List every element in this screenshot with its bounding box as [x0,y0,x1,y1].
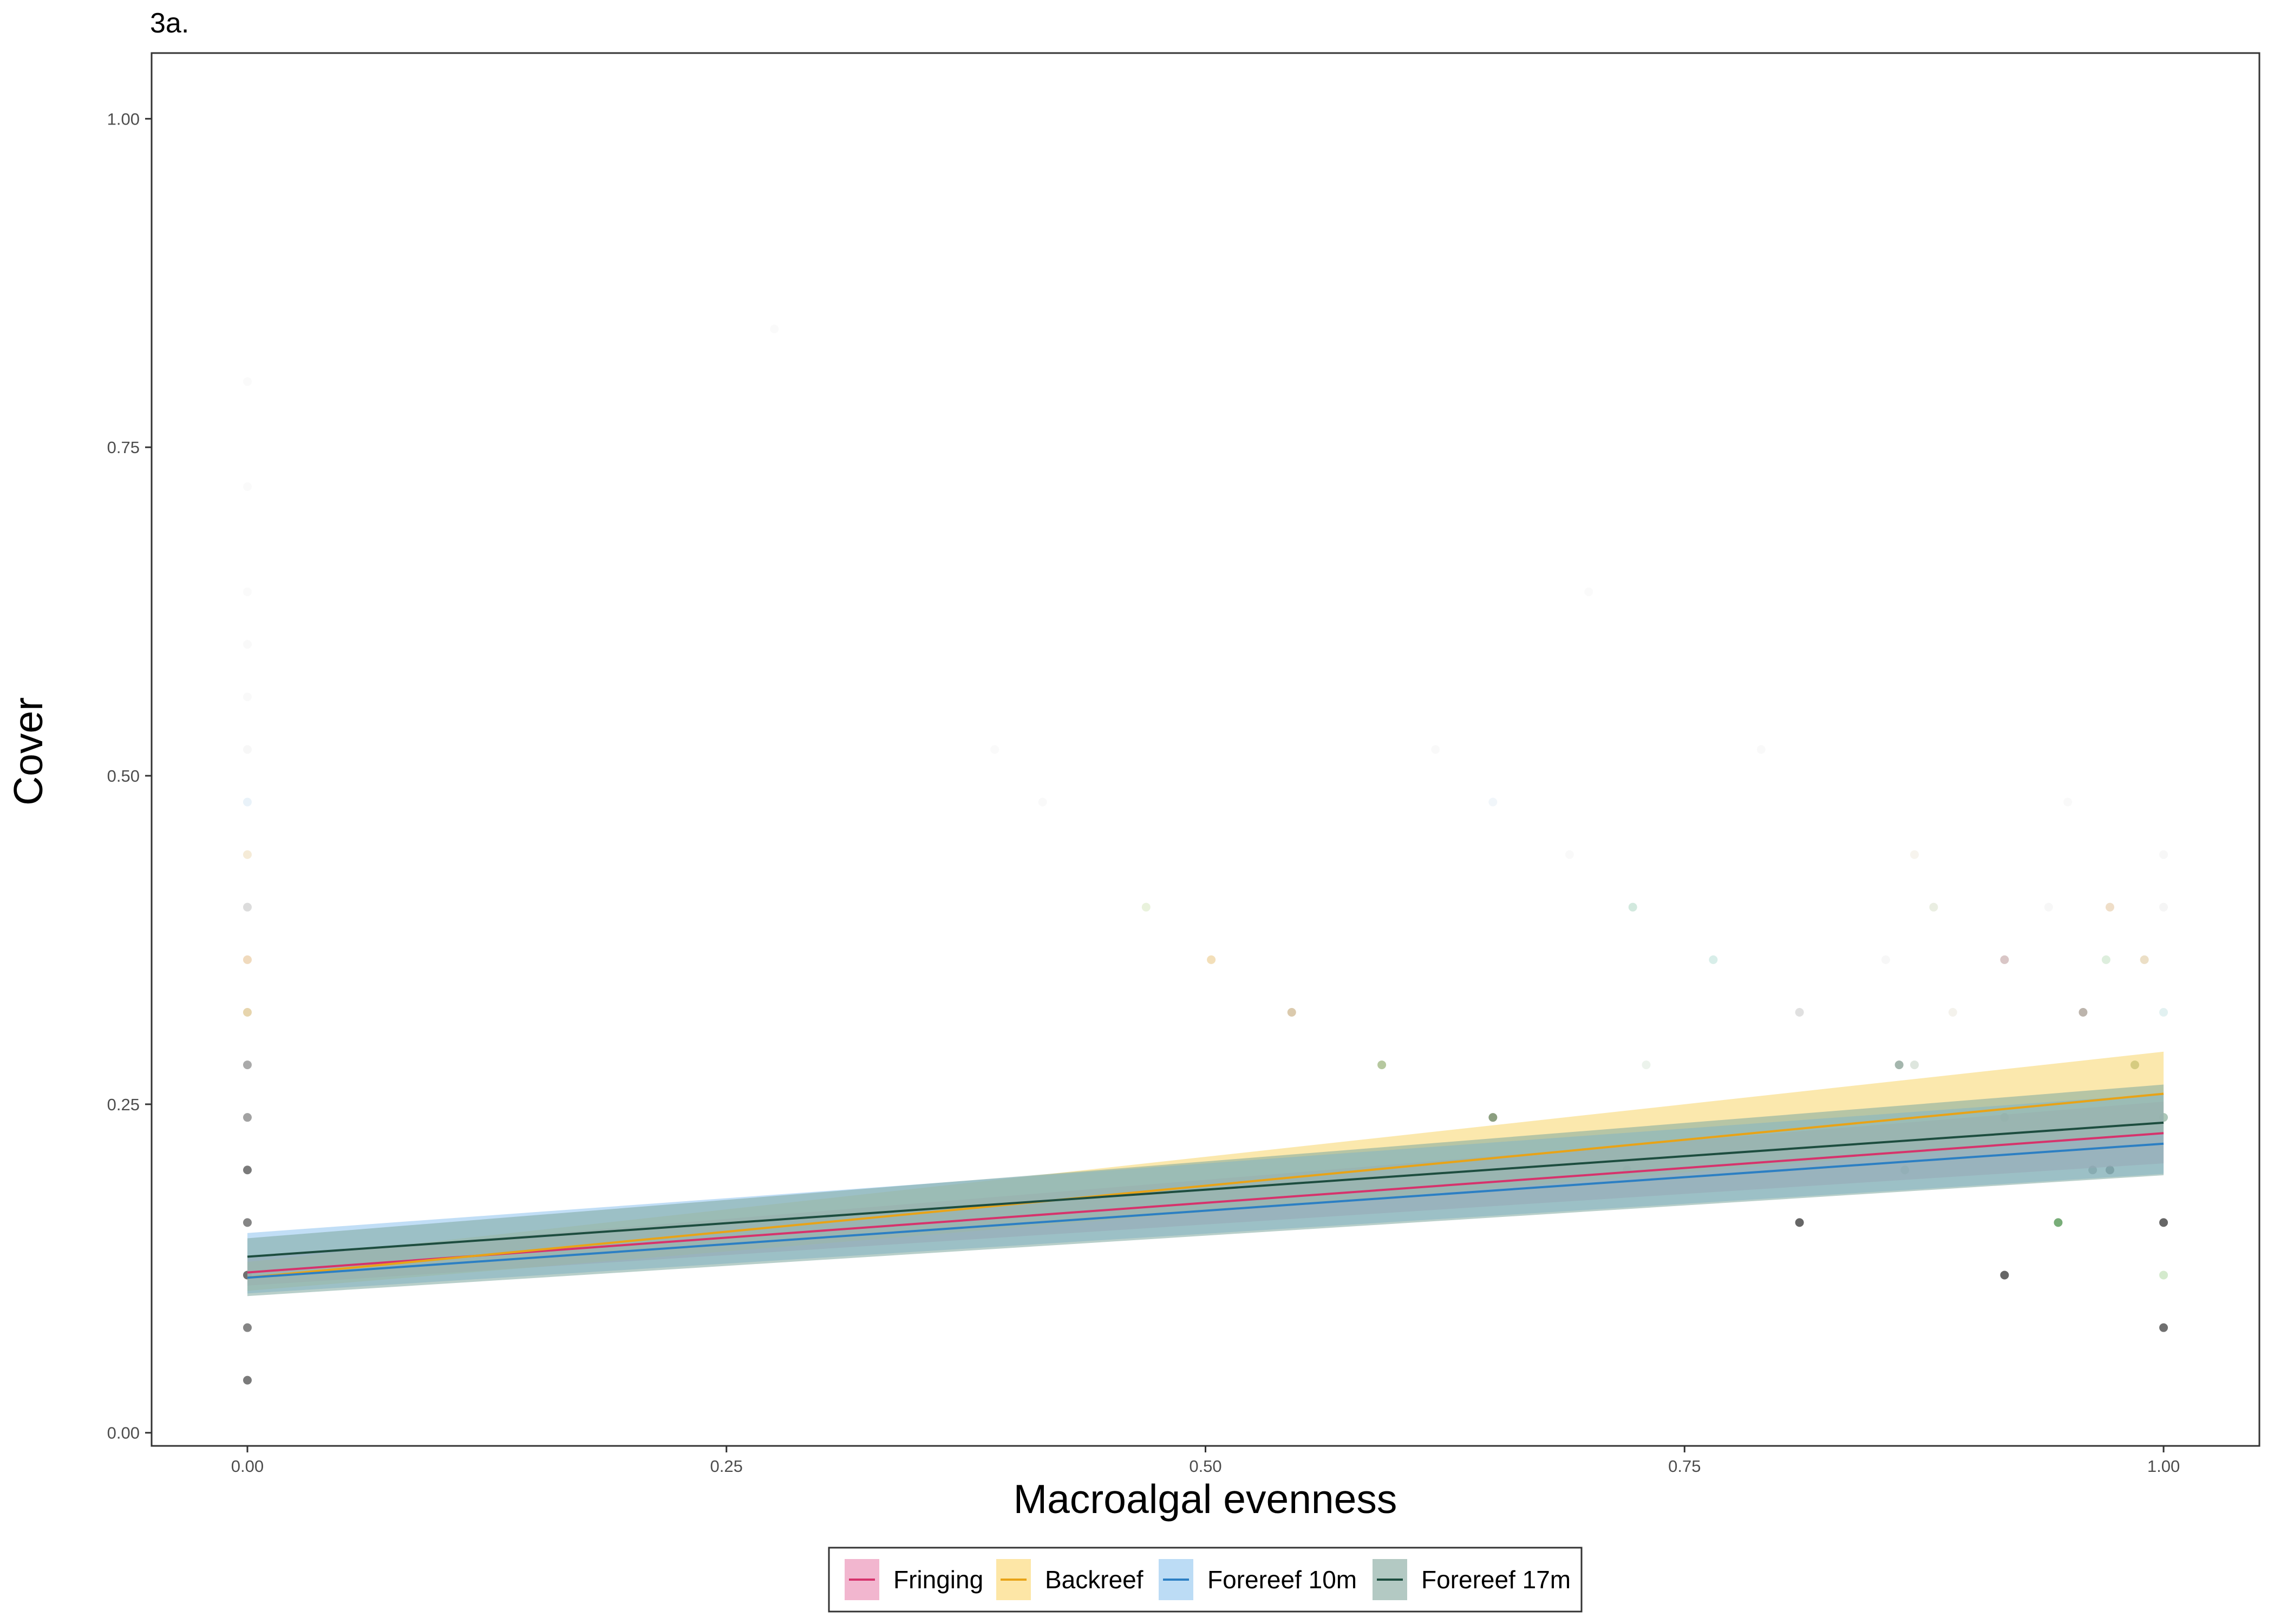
data-point [1038,797,1047,807]
data-point [990,745,999,754]
data-point [243,377,252,386]
data-point [1795,1007,1804,1017]
data-point [1881,955,1890,964]
legend-item-forereef-17m: Forereef 17m [1373,1559,1571,1600]
data-point [1929,902,1938,912]
data-point [243,1165,252,1175]
y-tick-label: 0.00 [107,1424,140,1443]
data-point [243,1060,252,1070]
data-point [243,1113,252,1122]
data-point [243,1218,252,1227]
x-tick-label: 0.25 [710,1457,743,1476]
data-point [243,850,252,859]
data-point [2159,1007,2168,1017]
data-point [1287,1007,1296,1017]
data-point [243,745,252,754]
y-axis: 0.00 0.25 0.50 0.75 1.00 [107,109,152,1443]
data-point [243,482,252,492]
y-axis-title: Cover [5,697,51,806]
data-point [2159,1218,2168,1227]
data-point [1910,850,1919,859]
legend-item-forereef-10m: Forereef 10m [1159,1559,1357,1600]
data-point [1488,1113,1498,1122]
data-point [2054,1218,2063,1227]
legend-label: Backreef [1045,1566,1143,1594]
legend-box [828,1547,1583,1613]
data-point [1642,1060,1651,1070]
data-point [1910,1060,1919,1070]
y-tick-label: 0.25 [107,1095,140,1114]
data-point [2000,1271,2009,1280]
line-fringing [247,1132,2164,1274]
legend-label: Forereef 10m [1207,1566,1357,1594]
data-point [243,955,252,964]
data-point [1795,1218,1804,1227]
data-point [243,692,252,702]
data-point [243,1323,252,1332]
data-point [1431,745,1440,754]
line-forereef-17m [247,1121,2164,1258]
data-point [1948,1007,1957,1017]
data-point [243,587,252,597]
data-point [1141,902,1151,912]
legend-label: Forereef 17m [1421,1566,1571,1594]
data-point [1488,797,1498,807]
x-tick-label: 0.75 [1668,1457,1701,1476]
line-backreef [247,1092,2164,1279]
x-tick-label: 0.50 [1189,1457,1221,1476]
legend-item-backreef: Backreef [996,1559,1143,1600]
data-point [243,1007,252,1017]
data-point [1584,587,1593,597]
legend-item-fringing: Fringing [845,1559,983,1600]
data-point [243,1376,252,1385]
panel-tag: 3a. [150,8,189,39]
trend-lines [247,1092,2164,1279]
x-tick-label: 0.00 [231,1457,264,1476]
data-point [2140,955,2149,964]
x-axis: 0.00 0.25 0.50 0.75 1.00 [231,1446,2180,1476]
data-point [1756,745,1766,754]
data-point [2159,1323,2168,1332]
data-point [770,324,779,333]
data-point [2159,1271,2168,1280]
data-point [1628,902,1637,912]
data-point [243,902,252,912]
data-point [2044,902,2053,912]
legend-label: Fringing [893,1566,983,1594]
data-point [2159,902,2168,912]
data-point [243,640,252,649]
x-axis-title: Macroalgal evenness [1014,1476,1397,1522]
data-point [2159,850,2168,859]
data-point [243,797,252,807]
data-point [2101,955,2110,964]
y-tick-label: 0.50 [107,767,140,785]
data-point [1709,955,1718,964]
data-point [1377,1060,1387,1070]
y-tick-label: 0.75 [107,438,140,457]
data-point [1207,955,1216,964]
data-point [1565,850,1574,859]
x-tick-label: 1.00 [2147,1457,2180,1476]
data-point [2079,1007,2088,1017]
data-point [2063,797,2073,807]
legend: Fringing Backreef Forereef 10m Forereef 17m [828,1547,1583,1613]
line-forereef-10m [247,1142,2164,1279]
data-point [2105,902,2114,912]
y-tick-label: 1.00 [107,109,140,128]
data-point [2000,955,2009,964]
data-point [1894,1060,1904,1070]
